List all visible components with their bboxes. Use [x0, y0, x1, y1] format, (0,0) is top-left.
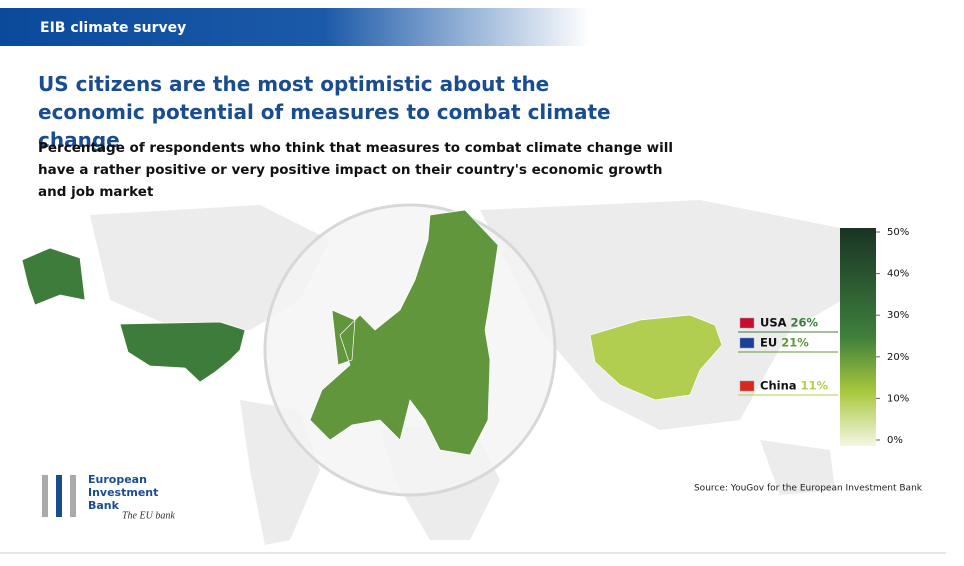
region-name: USA — [760, 316, 787, 330]
colorbar-tick-label: 0% — [887, 435, 903, 446]
colorbar-ticks: 0% 10% 20% 30% 40% 50% — [876, 227, 909, 446]
header-label: EIB climate survey — [40, 20, 186, 36]
usa-shape — [21, 247, 246, 383]
colorbar-tick-label: 40% — [887, 269, 909, 280]
eu-shape — [309, 209, 499, 456]
flag — [739, 337, 755, 349]
flag — [739, 380, 755, 392]
logo-text: Bank — [88, 499, 120, 512]
colorbar-tick-label: 20% — [887, 352, 909, 363]
logo-text: Investment — [88, 486, 158, 499]
logo: European Investment Bank The EU bank — [42, 473, 175, 521]
region-name: EU — [760, 336, 777, 350]
colorbar-tick-label: 10% — [887, 393, 909, 404]
region-value: 21% — [781, 336, 809, 350]
region-value: 26% — [791, 316, 819, 330]
region-labels: USA 26% EU 21% China 11% — [738, 316, 838, 396]
subtitle: Percentage of respondents who think that… — [38, 140, 673, 200]
logo-text: European — [88, 473, 147, 486]
colorbar-tick-label: 50% — [887, 227, 909, 238]
header-band — [0, 8, 590, 46]
china-shape — [589, 314, 723, 401]
logo-tagline: The EU bank — [122, 510, 175, 521]
flag — [739, 317, 755, 329]
colorbar — [840, 228, 876, 446]
colorbar-tick-label: 30% — [887, 310, 909, 321]
source: Source: YouGov for the European Investme… — [694, 484, 923, 494]
title: US citizens are the most optimistic abou… — [38, 72, 611, 152]
region-name: China — [760, 379, 797, 393]
region-value: 11% — [801, 379, 829, 393]
